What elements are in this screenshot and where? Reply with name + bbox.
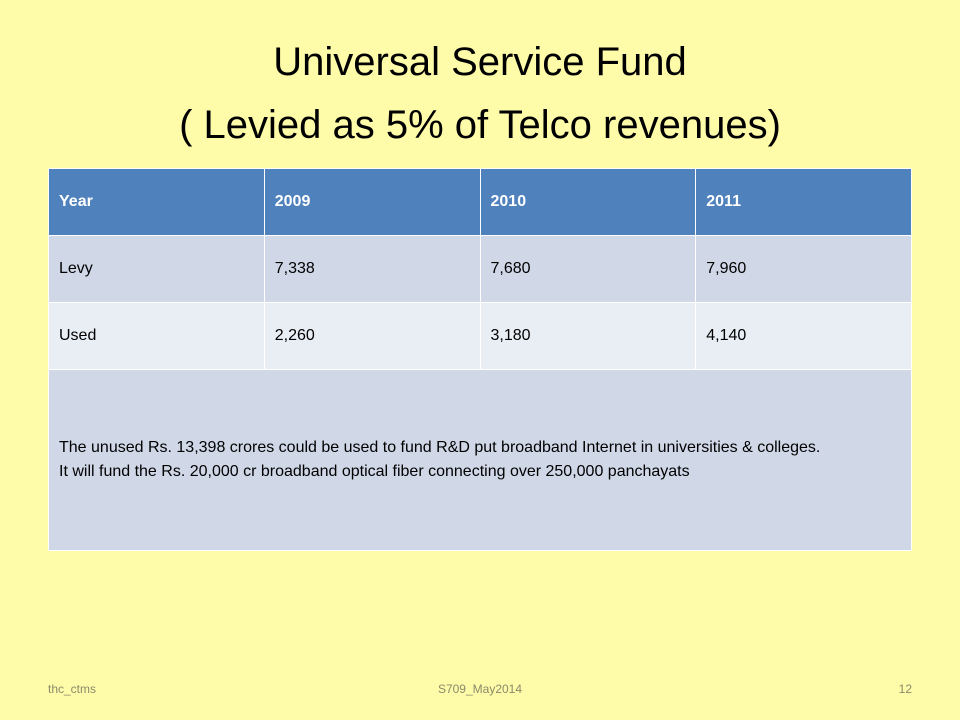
header-cell: Year [48,168,265,236]
note-text: The unused Rs. 13,398 crores could be us… [59,439,821,456]
header-row: Year 2009 2010 2011 [48,168,912,236]
cell: Levy [48,235,265,303]
note-text: It will fund the Rs. 20,000 cr broadband… [59,463,690,480]
note-row: The unused Rs. 13,398 crores could be us… [48,369,912,551]
header-cell: 2009 [263,168,481,236]
cell: 2,260 [263,302,481,370]
footer-left: thc_ctms [48,682,97,696]
title-line: ( Levied as 5% of Telco revenues) [179,103,781,147]
table-row: Levy 7,338 7,680 7,960 [48,235,912,303]
cell: 4,140 [695,302,912,370]
note-cell: The unused Rs. 13,398 crores could be us… [48,369,912,551]
table-row: Used 2,260 3,180 4,140 [48,302,912,370]
cell: Used [48,302,265,370]
footer-right: 12 [898,682,912,696]
cell: 7,338 [263,235,481,303]
cell: 3,180 [479,302,697,370]
header-cell: 2010 [479,168,697,236]
cell: 7,680 [479,235,697,303]
cell: 7,960 [695,235,912,303]
data-table: Year 2009 2010 2011 Levy 7,338 7,680 7,9… [48,168,912,551]
header-cell: 2011 [695,168,912,236]
title-line: Universal Service Fund [273,40,687,84]
footer-center: S709_May2014 [437,682,523,696]
